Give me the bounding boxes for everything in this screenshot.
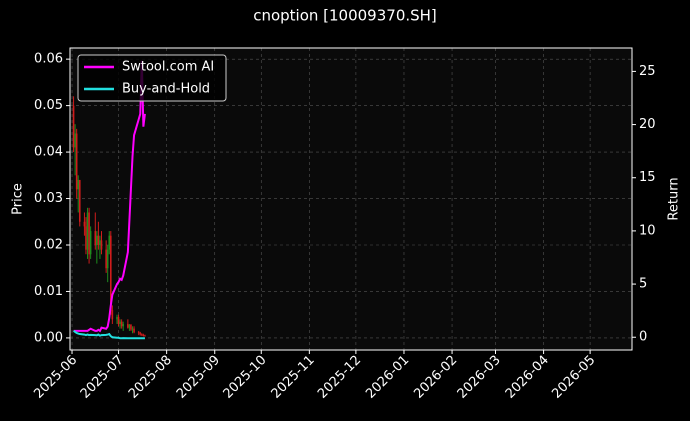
y2-tick-label: 15 xyxy=(639,170,656,185)
candle-body xyxy=(141,334,143,336)
candle-body xyxy=(72,105,75,148)
candle-body xyxy=(99,240,101,245)
candle-body xyxy=(137,332,140,334)
y-tick-label: 0.05 xyxy=(34,98,63,113)
candle-body xyxy=(77,179,80,190)
y2-tick-label: 25 xyxy=(639,64,656,79)
candle-body xyxy=(117,317,120,324)
y-tick-label: 0.04 xyxy=(34,145,63,160)
legend: Swtool.com AI Buy-and-Hold xyxy=(77,54,227,102)
y-tick-label: 0.06 xyxy=(34,52,63,67)
candle-body xyxy=(94,231,97,245)
legend-label: Swtool.com AI xyxy=(122,60,214,75)
candle-body xyxy=(130,324,132,330)
candle-body xyxy=(128,324,131,328)
candle-body xyxy=(108,235,111,250)
legend-label: Buy-and-Hold xyxy=(122,82,210,97)
candle-body xyxy=(111,310,114,320)
candle-body xyxy=(131,328,134,330)
candle-body xyxy=(122,323,125,327)
candle-body xyxy=(74,133,76,148)
candle-body xyxy=(78,179,81,222)
candle-body xyxy=(119,321,121,324)
chart-title: cnoption [10009370.SH] xyxy=(253,7,437,25)
candle-body xyxy=(88,212,90,255)
y-axis-label: Price xyxy=(11,183,26,215)
y2-tick-label: 20 xyxy=(639,117,656,132)
candle-body xyxy=(105,249,107,269)
candle-body xyxy=(142,335,145,336)
legend-box xyxy=(77,54,227,102)
candle-body xyxy=(75,133,78,190)
candle-body xyxy=(133,328,135,333)
y-tick-label: 0.00 xyxy=(34,330,63,345)
candle-body xyxy=(109,235,112,311)
y-tick-label: 0.01 xyxy=(34,284,63,299)
series-line xyxy=(73,330,145,340)
axes-frame xyxy=(69,47,633,351)
candle-body xyxy=(116,317,118,320)
candle-body xyxy=(85,226,87,250)
y2-tick-label: 0 xyxy=(639,330,647,345)
candle-body xyxy=(97,235,100,245)
candle-body xyxy=(144,335,146,337)
candle-body xyxy=(96,235,98,245)
candle-body xyxy=(120,321,123,327)
y-tick-label: 0.03 xyxy=(34,191,63,206)
candle-body xyxy=(127,323,129,328)
candle-body xyxy=(100,240,103,250)
y2-tick-label: 5 xyxy=(639,277,647,292)
y-tick-label: 0.02 xyxy=(34,237,63,252)
candle-body xyxy=(106,249,109,269)
candle-body xyxy=(89,231,92,255)
candle-body xyxy=(139,333,142,335)
y2-axis-label: Return xyxy=(667,177,682,220)
series-line xyxy=(73,60,146,333)
candle-body xyxy=(86,212,89,250)
candle-body xyxy=(83,221,86,227)
y2-tick-label: 10 xyxy=(639,223,656,238)
